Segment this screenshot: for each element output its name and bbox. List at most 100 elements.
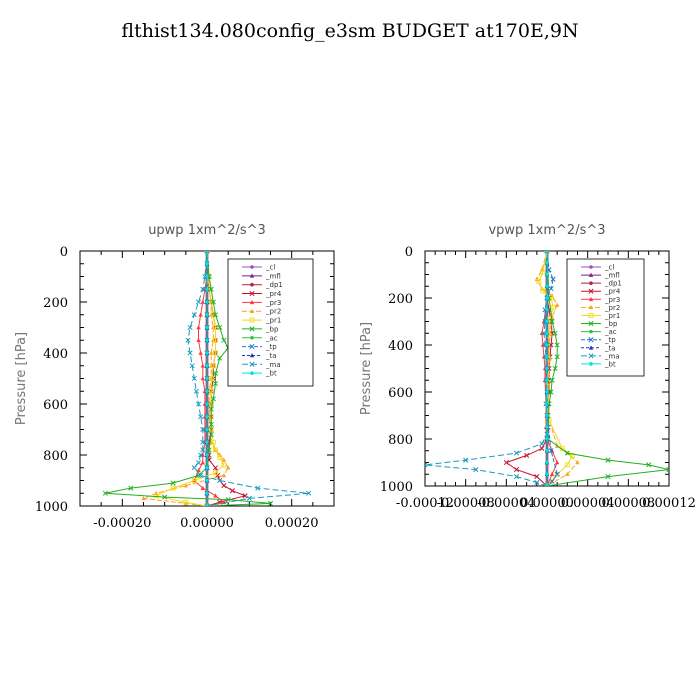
legend-marker	[589, 329, 593, 334]
legend-label: _dp1	[604, 280, 622, 288]
series-pr1-point	[569, 453, 575, 458]
legend-marker	[588, 353, 594, 359]
legend-label: _ta	[265, 352, 277, 360]
series-bp-point	[552, 365, 558, 372]
series-pr1-point	[540, 269, 546, 275]
y-tick-label: 200	[388, 292, 413, 307]
series-bt-point	[205, 389, 209, 394]
series-bp-point	[549, 377, 555, 383]
series-pr4-point	[215, 472, 221, 478]
series-bp-point	[212, 370, 219, 376]
series-ma-point	[513, 474, 520, 480]
series-tp-point	[550, 276, 556, 282]
legend-marker	[249, 308, 255, 314]
series-ma-point	[191, 375, 197, 382]
series-bp-point	[666, 466, 669, 473]
series-tp-point	[548, 286, 554, 292]
series-ma-point	[198, 472, 204, 478]
series-bt-point	[205, 287, 209, 292]
series-pr1-point	[564, 462, 570, 468]
series-bp-point	[210, 396, 216, 402]
series-bt-point	[205, 338, 209, 343]
series-pr4-point	[513, 466, 520, 473]
series-ma-point	[204, 251, 210, 254]
y-tick-label: 0	[60, 245, 68, 260]
series-pr1-point	[213, 350, 218, 356]
series-pr2-point	[565, 471, 570, 477]
series-group	[425, 251, 669, 486]
series-ma-point	[534, 479, 540, 486]
legend-marker	[250, 335, 254, 340]
series-bt-point	[545, 378, 549, 383]
series-bp-point	[552, 330, 558, 336]
series-pr3-point	[196, 325, 201, 330]
series-ma-point	[191, 465, 197, 471]
series-pr3-point	[213, 493, 218, 498]
legend-label: _pr2	[604, 304, 620, 312]
series-tp-point	[548, 448, 554, 454]
series-ma-point	[463, 457, 469, 463]
series-pr2-point	[141, 495, 146, 501]
y-tick-label: 400	[43, 347, 68, 362]
series-ma-point	[187, 350, 193, 356]
series-group	[102, 251, 312, 506]
series-pr1-point	[153, 493, 159, 499]
series-bt-point	[545, 272, 549, 277]
legend-marker	[249, 361, 255, 367]
y-axis-label: Pressure [hPa]	[14, 332, 29, 425]
series-bp-point	[208, 432, 214, 438]
chart-panel-2: vpwp 1xm^2/s^3 Pressure [hPa] 0 200 400 600 80…	[359, 223, 696, 511]
series-bp-point	[208, 406, 214, 412]
legend-marker	[588, 313, 594, 318]
series-pr3-point	[200, 376, 205, 381]
series-bt-point	[545, 390, 549, 394]
legend-label: _pr3	[265, 299, 281, 307]
series-pr1-point	[213, 447, 218, 453]
legend-label: _dp1	[265, 281, 283, 289]
series-ma-line	[425, 251, 548, 486]
series-pr4-point	[242, 493, 248, 499]
series-bp-point	[195, 472, 202, 478]
series-ma-point	[473, 466, 479, 473]
y-tick-label: 800	[43, 449, 68, 464]
series-pr3-point	[554, 460, 560, 465]
legend-label: _bt	[604, 360, 616, 368]
legend-marker	[249, 353, 255, 358]
series-pr4-point	[534, 474, 540, 480]
series-bp-point	[548, 389, 554, 395]
legend-label: _cl	[604, 264, 614, 272]
series-pr1-point	[208, 376, 214, 381]
series-pr1-point	[540, 288, 546, 294]
x-tick-label: -0.00012	[396, 496, 454, 511]
series-bt-point	[205, 351, 209, 355]
series-pr4-point	[212, 465, 219, 471]
series-pr3-point	[198, 350, 203, 355]
series-pr3-point	[200, 485, 205, 490]
series-bt-point	[545, 319, 549, 324]
series-bp-point	[208, 286, 214, 292]
series-pr4-point	[524, 452, 530, 459]
series-ma-point	[513, 450, 520, 456]
legend-marker	[589, 265, 593, 269]
chart-panel-1: upwp 1xm^2/s^3 Pressure [hPa] 0 200 400 600 80…	[14, 223, 335, 531]
series-bt-point	[205, 504, 209, 506]
series-bp-point	[217, 355, 223, 361]
series-bt-point	[205, 363, 209, 368]
series-pr1-point	[217, 455, 223, 460]
legend-marker	[588, 272, 594, 277]
series-pr1-point	[208, 388, 214, 394]
series-ma-point	[541, 330, 547, 336]
series-ma-point	[246, 495, 252, 501]
series-pr1-point	[536, 279, 542, 284]
series-bt-point	[205, 478, 209, 483]
series-bt-point	[205, 453, 209, 457]
legend-label: _pr3	[604, 296, 620, 304]
panel-title: vpwp 1xm^2/s^3	[488, 223, 605, 238]
series-pr4-point	[221, 483, 227, 489]
series-bt-point	[545, 354, 549, 359]
series-pr2-point	[209, 350, 214, 355]
series-tp-point	[549, 478, 555, 484]
series-ma-point	[200, 447, 206, 453]
legend-label: _pr4	[265, 290, 282, 298]
series-ma-point	[193, 388, 199, 394]
